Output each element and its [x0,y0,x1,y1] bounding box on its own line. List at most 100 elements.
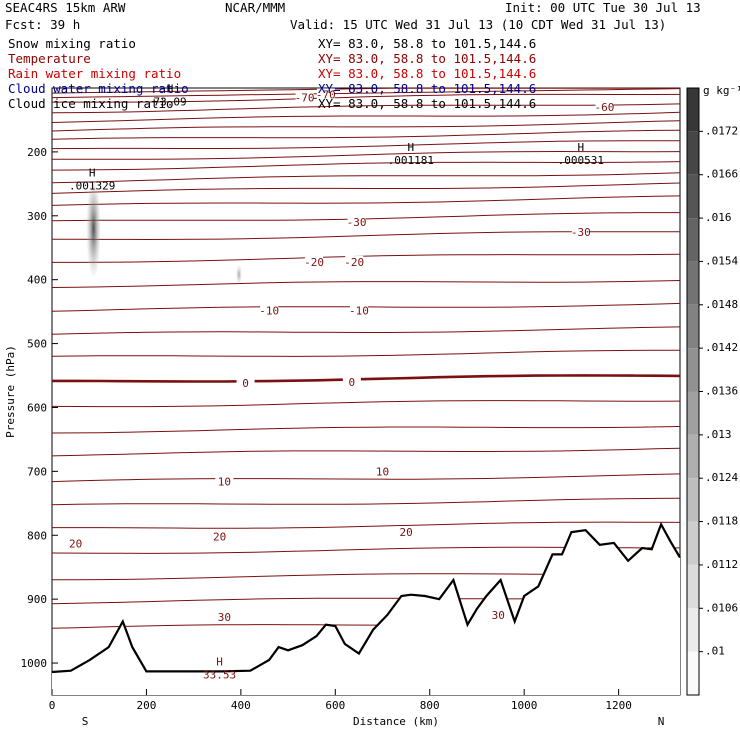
isotherm-label: -20 [304,256,324,269]
colorbar-label: .016 [705,211,732,224]
isotherm-label-bg [210,530,229,542]
colorbar-segment [687,564,699,609]
colorbar-segment [687,304,699,349]
y-tick-label: 500 [27,338,47,351]
x-tick-label: 200 [136,699,156,712]
colorbar-segment [687,261,699,305]
isotherm-line [51,280,681,288]
init-time: Init: 00 UTC Tue 30 Jul 13 [505,0,701,15]
isotherm-label-bg [397,526,416,538]
colorbar-unit: g kg⁻¹ [703,84,740,97]
isotherm-label-bg [295,91,314,103]
colorbar-segment [687,651,699,695]
isotherm-label: -10 [259,304,279,317]
terrain-line [51,521,681,674]
field-xy-cloud-water: XY= 83.0, 58.8 to 101.5,144.6 [318,81,537,96]
maximum-symbol: H [89,167,96,180]
isotherm-line [52,253,681,263]
field-name-cloud-water: Cloud water mixing ratio [8,81,189,96]
maximum-symbol: H [578,141,585,154]
colorbar-segment [687,391,699,435]
isotherm-line [51,120,681,132]
colorbar-label: .013 [705,428,732,441]
colorbar-label: .0124 [705,471,738,484]
field-xy-snow: XY= 83.0, 58.8 to 101.5,144.6 [318,36,537,51]
isotherm-label-bg [342,375,361,387]
colorbar-label: .0106 [705,601,738,614]
isotherm-line [51,111,681,123]
isotherm-label-bg [66,537,85,549]
isotherm-line [51,182,681,194]
isotherm-label: 30 [218,611,231,624]
isotherm-line [51,473,681,483]
isotherm-line [51,349,680,357]
terrain-fill [52,524,680,695]
field-name-snow: Snow mixing ratio [8,36,136,51]
isotherm-line [52,150,681,160]
isotherm-label: 10 [376,465,389,478]
isotherm-zero [52,374,681,383]
snow-shading [235,264,242,285]
colorbar-label: .0136 [705,385,738,398]
x-tick-label: 1200 [605,699,632,712]
y-tick-label: 800 [27,529,47,542]
colorbar-segment [687,521,699,565]
isotherm-line [51,212,680,222]
valid-time: Valid: 15 UTC Wed 31 Jul 13 (10 CDT Wed … [290,17,667,32]
x-tick-label: 600 [325,699,345,712]
isotherm-line [51,497,681,506]
org-label: NCAR/MMM [225,0,286,15]
maximum-value: 33.53 [203,669,236,682]
field-xy-cloud-ice: XY= 83.0, 58.8 to 101.5,144.6 [318,96,537,111]
colorbar-label: .0154 [705,254,738,267]
isotherm-line [51,88,681,99]
isotherm-label-bg [347,216,366,228]
endpoint-left: S [82,715,89,728]
isotherm-label: 20 [69,538,82,551]
field-xy-temperature: XY= 83.0, 58.8 to 101.5,144.6 [318,51,537,66]
colorbar-label: .0142 [705,341,738,354]
y-axis-title: Pressure (hPa) [4,345,17,438]
field-name-temperature: Temperature [8,51,91,66]
y-tick-label: 900 [27,593,47,606]
isotherm-line [51,129,681,140]
isotherm-line [51,326,681,335]
maximum-value: .001181 [388,154,434,167]
isotherm-line [51,140,680,150]
x-tick-label: 800 [420,699,440,712]
isotherm-label: 20 [213,531,226,544]
maximum-symbol: H [167,82,174,95]
colorbar-label: .0172 [705,124,738,137]
isotherm-label: -60 [595,101,615,114]
maximum-symbol: H [216,656,223,669]
isotherm-label-bg [595,101,614,113]
colorbar-label: .0112 [705,558,738,571]
colorbar-label: .01 [705,645,725,658]
y-tick-label: 600 [27,401,47,414]
colorbar-segment [687,218,699,262]
x-axis-title: Distance (km) [353,715,439,728]
isotherm-label: 10 [218,476,231,489]
isotherm-label: -30 [571,226,591,239]
isotherm-line [52,93,681,103]
colorbar-segment [687,88,699,132]
isotherm-label-bg [260,304,279,316]
isotherm-line [51,172,681,184]
y-tick-label: 700 [27,465,47,478]
isotherm-label: -30 [347,216,367,229]
isotherm-label-bg [571,225,590,237]
header-block: SEAC4RS 15km ARW NCAR/MMM Init: 00 UTC T… [0,0,740,112]
isotherm-label: -10 [349,304,369,317]
isotherm-line [51,161,681,171]
isotherm-label-bg [236,377,255,389]
isotherm-line [52,521,681,529]
isotherm-label: -70 [316,88,336,101]
endpoint-right: N [658,715,665,728]
isotherm-label-bg [215,475,234,487]
isotherm-label-bg [215,611,234,623]
maximum-symbol: H [408,141,415,154]
colorbar-segment [687,174,699,219]
maximum-value: .001329 [69,180,115,193]
colorbar-label: .0148 [705,298,738,311]
isotherm-label-bg [349,304,368,316]
